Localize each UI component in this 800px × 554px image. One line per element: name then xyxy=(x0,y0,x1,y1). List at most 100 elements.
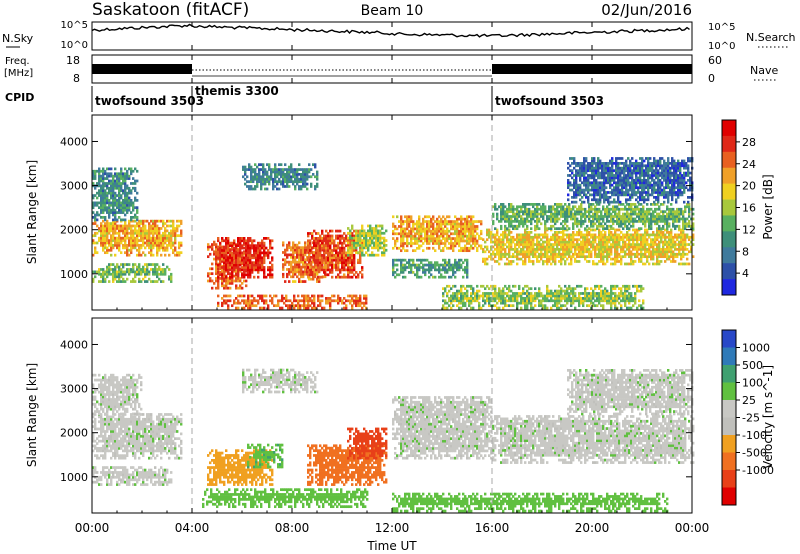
data-cell xyxy=(476,232,479,236)
data-cell xyxy=(136,234,139,238)
data-cell xyxy=(138,268,141,271)
data-cell xyxy=(512,235,515,239)
data-cell xyxy=(158,272,161,276)
data-cell xyxy=(225,269,228,273)
data-cell xyxy=(112,218,115,222)
data-cell xyxy=(235,273,238,277)
data-cell xyxy=(482,248,485,251)
data-cell xyxy=(118,272,121,276)
data-cell xyxy=(102,169,105,173)
data-cell xyxy=(572,231,575,234)
data-cell xyxy=(644,252,647,256)
data-cell xyxy=(134,224,137,228)
data-cell xyxy=(357,239,360,242)
data-cell xyxy=(215,277,218,280)
data-cell xyxy=(265,275,268,279)
data-cell xyxy=(144,219,147,223)
power-data-cells xyxy=(92,157,695,310)
data-cell xyxy=(128,196,131,200)
data-cell xyxy=(112,186,115,190)
data-cell xyxy=(564,262,567,266)
data-cell xyxy=(263,241,266,245)
data-cell xyxy=(323,268,326,272)
data-cell xyxy=(343,261,346,265)
data-cell xyxy=(247,263,250,267)
data-cell xyxy=(223,246,226,250)
data-cell xyxy=(454,271,457,274)
data-cell xyxy=(241,282,244,285)
data-cell xyxy=(124,246,127,250)
data-cell xyxy=(118,246,121,250)
data-cell xyxy=(286,260,289,264)
data-cell xyxy=(245,261,248,265)
data-cell xyxy=(345,268,348,272)
data-cell xyxy=(432,234,435,238)
data-cell xyxy=(114,224,117,228)
data-cell xyxy=(349,266,352,269)
data-cell xyxy=(120,182,123,185)
data-cell xyxy=(124,203,127,207)
data-cell xyxy=(288,243,291,247)
data-cell xyxy=(158,227,161,230)
data-cell xyxy=(466,217,469,221)
data-cell xyxy=(333,266,336,269)
data-cell xyxy=(304,180,307,184)
data-cell xyxy=(164,246,167,250)
data-cell xyxy=(110,244,113,247)
data-cell xyxy=(454,215,457,219)
data-cell xyxy=(300,258,303,262)
data-cell xyxy=(253,256,256,260)
data-cell xyxy=(142,241,145,245)
data-cell xyxy=(94,216,97,219)
data-cell xyxy=(383,253,386,257)
data-cell xyxy=(652,257,655,261)
data-cell xyxy=(112,177,115,180)
data-cell xyxy=(148,239,151,242)
data-cell xyxy=(96,251,99,255)
data-cell xyxy=(223,294,226,298)
data-cell xyxy=(596,262,599,266)
data-cell xyxy=(373,229,376,233)
data-cell xyxy=(180,231,183,235)
data-cell xyxy=(102,194,105,197)
data-cell xyxy=(672,238,675,242)
data-cell xyxy=(257,244,260,248)
data-cell xyxy=(124,263,127,266)
data-cell xyxy=(104,229,107,233)
data-cell xyxy=(225,237,228,240)
data-cell xyxy=(134,246,137,250)
data-cell xyxy=(271,273,274,277)
data-cell xyxy=(313,258,316,262)
data-cell xyxy=(331,254,334,257)
data-cell xyxy=(286,246,289,250)
data-cell xyxy=(315,244,318,248)
data-cell xyxy=(106,227,109,230)
data-cell xyxy=(116,206,119,210)
data-cell xyxy=(298,265,301,269)
data-cell xyxy=(300,260,303,264)
data-cell xyxy=(323,234,326,238)
data-cell xyxy=(317,232,320,235)
data-cell xyxy=(223,251,226,255)
data-cell xyxy=(162,280,165,283)
data-cell xyxy=(235,301,238,305)
data-cell xyxy=(164,268,167,271)
data-cell xyxy=(162,268,165,271)
data-cell xyxy=(130,211,133,214)
data-cell xyxy=(520,215,523,218)
data-cell xyxy=(223,265,226,268)
data-cell xyxy=(636,255,639,259)
data-cell xyxy=(500,250,503,254)
data-cell xyxy=(317,249,320,252)
data-cell xyxy=(108,208,111,212)
data-cell xyxy=(268,165,271,169)
data-cell xyxy=(110,201,113,205)
data-cell xyxy=(136,239,139,242)
data-cell xyxy=(223,269,226,273)
data-cell xyxy=(158,241,161,245)
data-cell xyxy=(136,236,139,240)
data-cell xyxy=(158,229,161,233)
data-cell xyxy=(126,169,129,173)
data-cell xyxy=(502,240,505,244)
data-cell xyxy=(544,231,547,234)
